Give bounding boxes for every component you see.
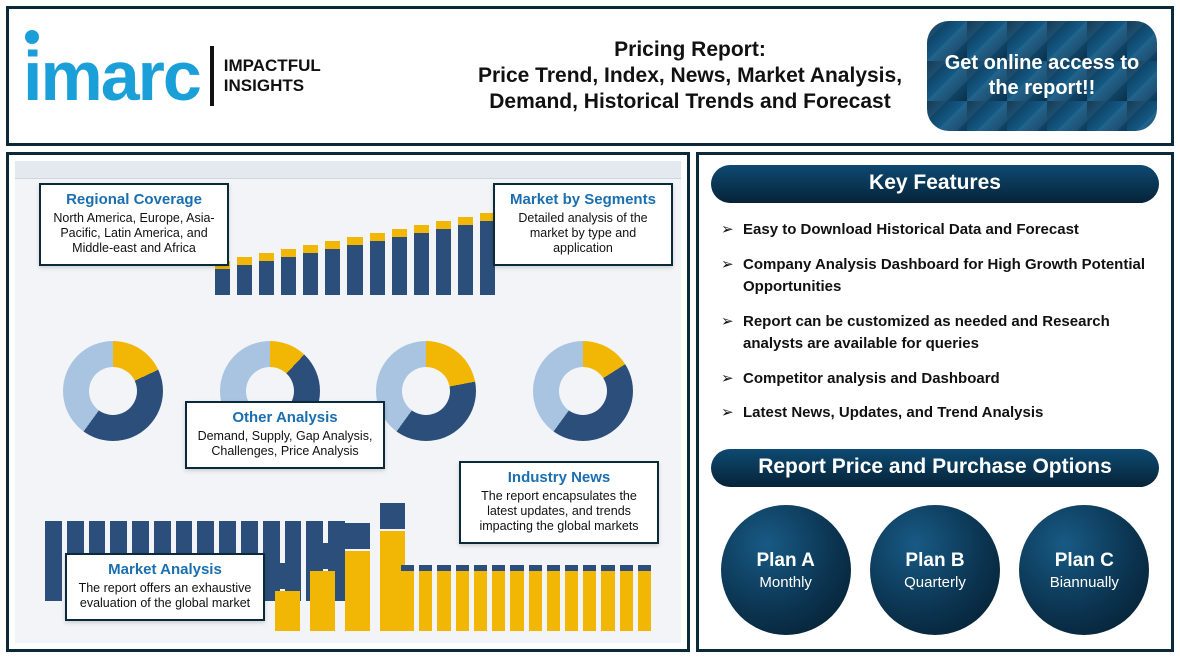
plan-option[interactable]: Plan A Monthly (721, 505, 851, 635)
logo-text: imarc (23, 37, 200, 115)
callout-body: Demand, Supply, Gap Analysis, Challenges… (197, 429, 373, 459)
callout-market-analysis: Market Analysis The report offers an exh… (65, 553, 265, 621)
plan-name: Plan C (1055, 550, 1114, 572)
key-features-list: Easy to Download Historical Data and For… (711, 213, 1159, 449)
feature-item: Easy to Download Historical Data and For… (721, 213, 1153, 248)
feature-item: Latest News, Updates, and Trend Analysis (721, 396, 1153, 431)
plan-name: Plan B (905, 550, 964, 572)
right-info-panel: Key Features Easy to Download Historical… (696, 152, 1174, 652)
plan-option[interactable]: Plan C Biannually (1019, 505, 1149, 635)
tagline-line-1: IMPACTFUL (224, 56, 321, 76)
callout-body: Detailed analysis of the market by type … (505, 211, 661, 256)
key-features-header: Key Features (711, 165, 1159, 203)
callout-title: Other Analysis (197, 409, 373, 426)
feature-item: Competitor analysis and Dashboard (721, 362, 1153, 397)
mini-bar-chart (215, 205, 495, 295)
feature-item: Company Analysis Dashboard for High Grow… (721, 248, 1153, 305)
logo-tagline: IMPACTFUL INSIGHTS (224, 56, 321, 95)
report-title: Pricing Report: Price Trend, Index, News… (467, 37, 913, 116)
callout-body: North America, Europe, Asia-Pacific, Lat… (51, 211, 217, 256)
cta-button[interactable]: Get online access to the report!! (927, 21, 1157, 131)
callout-body: The report encapsulates the latest updat… (471, 489, 647, 534)
feature-item: Report can be customized as needed and R… (721, 305, 1153, 362)
callout-title: Market Analysis (77, 561, 253, 578)
callout-other-analysis: Other Analysis Demand, Supply, Gap Analy… (185, 401, 385, 469)
plans-row: Plan A Monthly Plan B Quarterly Plan C Biannu… (711, 497, 1159, 639)
dashboard-preview: Regional Coverage North America, Europe,… (6, 152, 690, 652)
callout-body: The report offers an exhaustive evaluati… (77, 581, 253, 611)
callout-title: Industry News (471, 469, 647, 486)
callout-industry-news: Industry News The report encapsulates th… (459, 461, 659, 544)
callout-regional-coverage: Regional Coverage North America, Europe,… (39, 183, 229, 266)
purchase-options-header: Report Price and Purchase Options (711, 449, 1159, 487)
plan-option[interactable]: Plan B Quarterly (870, 505, 1000, 635)
stacked-bar-chart (275, 511, 405, 631)
logo-dot-icon (25, 30, 39, 44)
plan-period: Biannually (1050, 574, 1119, 591)
plan-period: Quarterly (904, 574, 966, 591)
brand-logo: imarc (23, 48, 200, 104)
yellow-bar-chart (401, 551, 651, 631)
top-banner: imarc IMPACTFUL INSIGHTS Pricing Report:… (6, 6, 1174, 146)
logo-block: imarc IMPACTFUL INSIGHTS (23, 46, 453, 106)
callout-market-segments: Market by Segments Detailed analysis of … (493, 183, 673, 266)
tagline-line-2: INSIGHTS (224, 76, 321, 96)
callout-title: Regional Coverage (51, 191, 217, 208)
plan-period: Monthly (759, 574, 812, 591)
logo-divider (210, 46, 214, 106)
callout-title: Market by Segments (505, 191, 661, 208)
plan-name: Plan A (756, 550, 814, 572)
